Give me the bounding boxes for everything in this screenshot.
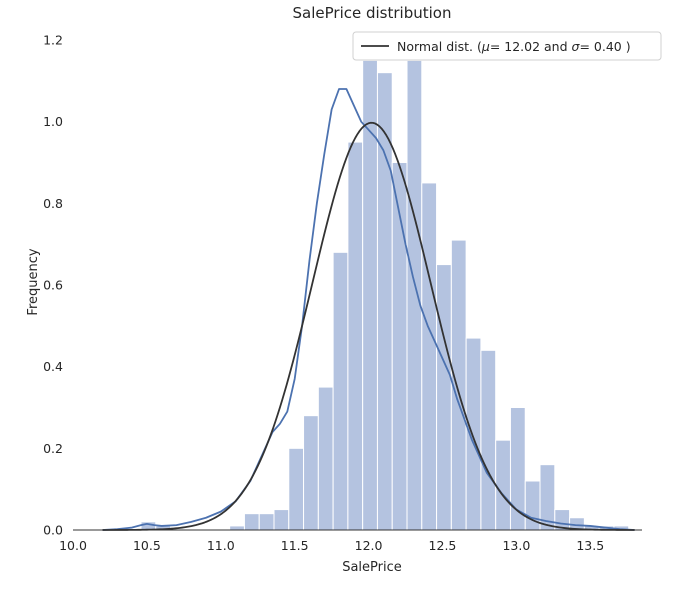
histogram-bar: [495, 439, 511, 531]
histogram-bar: [347, 141, 364, 531]
x-tick-label: 11.0: [207, 538, 235, 553]
histogram-bar: [332, 251, 349, 531]
legend-box: [352, 31, 662, 61]
y-tick-label: 0.4: [43, 359, 63, 374]
x-tick-label: 10.0: [59, 538, 87, 553]
histogram-bars: [140, 59, 630, 531]
chart-lines: [102, 88, 635, 531]
histogram-bar: [303, 415, 319, 531]
y-tick-label: 0.6: [43, 278, 63, 293]
x-tick-label: 13.0: [502, 538, 530, 553]
histogram-bar: [436, 264, 452, 531]
chart-title: SalePrice distribution: [293, 4, 452, 22]
x-tick-label: 12.5: [429, 538, 457, 553]
y-tick-label: 1.2: [43, 33, 63, 48]
x-tick-label: 12.0: [355, 538, 383, 553]
chart-axes: 10.0 10.5 11.0 11.5 12.0 12.5 13.0 13.5 0.0 0.2 0.…: [43, 33, 642, 553]
y-tick-label: 0.2: [43, 441, 63, 456]
x-tick-label: 11.5: [281, 538, 309, 553]
y-tick-label: 0.8: [43, 196, 63, 211]
histogram-bar: [421, 182, 438, 531]
histogram-bar: [465, 337, 482, 531]
y-axis-label: Frequency: [26, 248, 41, 315]
histogram-bar: [317, 386, 334, 531]
normal-dist-line: [102, 121, 635, 531]
legend-label: Normal dist. (μ= 12.02 and σ= 0.40 ): [397, 39, 631, 54]
chart-legend: Normal dist. (μ= 12.02 and σ= 0.40 ): [352, 31, 662, 61]
histogram-bar: [406, 59, 423, 531]
histogram-bar: [273, 509, 290, 531]
histogram-bar: [258, 513, 275, 531]
histogram-bar: [480, 349, 497, 531]
x-tick-label: 10.5: [133, 538, 161, 553]
histogram-bar: [288, 447, 305, 531]
x-axis-label: SalePrice: [342, 560, 402, 575]
y-tick-label: 0.0: [43, 523, 63, 538]
histogram-bar: [229, 525, 245, 531]
y-tick-label: 1.0: [43, 114, 63, 129]
x-tick-label: 13.5: [576, 538, 604, 553]
histogram-bar: [243, 513, 260, 531]
